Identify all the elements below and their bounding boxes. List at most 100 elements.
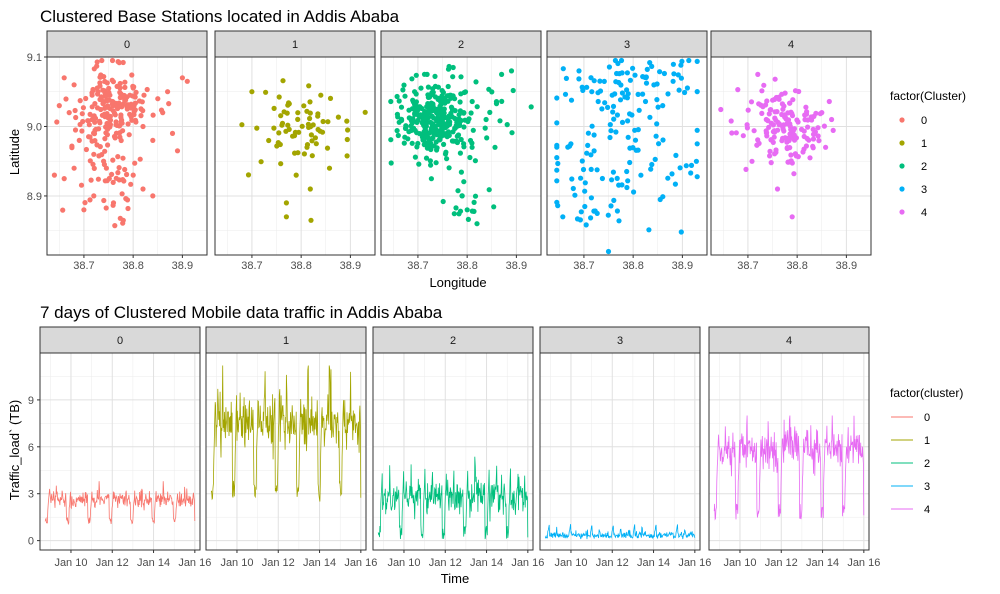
x-tick-label: Jan 14	[470, 557, 503, 569]
data-point	[140, 123, 146, 130]
top-legend-title: factor(Cluster)	[890, 89, 966, 103]
facet-strip-label: 3	[617, 335, 623, 347]
panel-border	[546, 56, 708, 256]
data-point	[452, 108, 458, 114]
x-tick-label: Jan 12	[262, 557, 295, 569]
facet-strip-label: 1	[283, 335, 289, 347]
data-point	[307, 115, 313, 122]
bottom-facet-4: 4 Jan 10 Jan 12 Jan 14 Jan 16	[708, 326, 880, 569]
data-point	[648, 166, 654, 172]
data-point	[774, 109, 780, 115]
data-point	[102, 111, 108, 117]
data-point	[582, 203, 588, 210]
data-point	[499, 98, 505, 104]
data-point	[87, 197, 93, 203]
data-point	[632, 72, 638, 78]
data-point	[326, 165, 333, 171]
data-point	[768, 160, 774, 166]
legend-label: 4	[924, 504, 930, 516]
data-point	[605, 248, 612, 255]
data-point	[401, 140, 407, 146]
data-point	[166, 101, 172, 107]
data-point	[554, 155, 560, 161]
bottom-facet-0: 0 Jan 10 Jan 12 Jan 14 Jan 16 0 3 6 9	[28, 326, 211, 569]
data-point	[79, 111, 85, 117]
data-point	[441, 106, 447, 112]
data-point	[184, 78, 190, 84]
data-point	[767, 148, 773, 154]
data-point	[576, 76, 582, 82]
data-point	[611, 197, 617, 203]
facet-strip-label: 4	[786, 335, 792, 347]
data-point	[788, 152, 794, 158]
data-point	[420, 117, 427, 123]
x-tick-label: 38.8	[456, 260, 477, 272]
bottom-facet-2: 2 Jan 10 Jan 12 Jan 14 Jan 16	[372, 326, 544, 569]
data-point	[144, 86, 150, 93]
data-point	[594, 167, 600, 173]
data-point	[465, 216, 471, 222]
data-point	[402, 134, 408, 140]
data-point	[768, 107, 774, 113]
data-point	[395, 132, 401, 139]
data-point	[71, 165, 77, 171]
data-point	[607, 122, 613, 128]
panel-border	[372, 352, 534, 551]
y-tick-label: 6	[28, 442, 34, 454]
data-point	[105, 103, 111, 109]
data-point	[810, 136, 817, 142]
data-point	[625, 134, 631, 140]
data-point	[433, 160, 439, 166]
bottom-legend-title: factor(cluster)	[890, 386, 963, 400]
data-point	[116, 60, 122, 66]
data-point	[452, 115, 458, 122]
data-point	[445, 83, 451, 90]
data-point	[295, 110, 301, 116]
data-point	[95, 91, 101, 97]
legend-key-point	[899, 117, 905, 123]
data-point	[633, 147, 639, 153]
data-point	[110, 157, 116, 163]
bottom-legend: 0 1 2 3 4	[891, 412, 930, 516]
data-point	[759, 110, 765, 116]
data-point	[510, 87, 516, 94]
data-point	[694, 141, 700, 147]
data-point	[763, 116, 769, 123]
data-point	[115, 154, 121, 160]
data-point	[122, 166, 128, 173]
data-point	[763, 130, 770, 136]
data-point	[683, 163, 689, 169]
data-point	[106, 89, 112, 96]
data-point	[755, 71, 761, 77]
x-tick-label: 38.9	[172, 260, 193, 272]
data-point	[455, 132, 462, 138]
scatter-points	[239, 78, 368, 223]
data-point	[277, 141, 283, 148]
data-point	[588, 152, 594, 158]
data-point	[819, 110, 825, 116]
data-point	[110, 179, 116, 185]
facet-strip	[39, 326, 201, 354]
data-point	[249, 89, 255, 95]
data-point	[412, 101, 418, 108]
top-chart-title: Clustered Base Stations located in Addis…	[40, 7, 400, 26]
data-point	[315, 126, 321, 133]
plot-background	[215, 57, 375, 255]
x-tick-label: 38.7	[241, 260, 262, 272]
data-point	[118, 137, 124, 144]
data-point	[466, 116, 472, 122]
legend-key-point	[899, 163, 905, 169]
data-point	[436, 95, 442, 101]
data-point	[657, 69, 663, 75]
data-point	[120, 59, 126, 66]
data-point	[56, 103, 62, 109]
data-point	[673, 152, 679, 158]
data-point	[751, 128, 757, 134]
data-point	[800, 149, 806, 155]
legend-key-point	[899, 140, 905, 146]
data-point	[106, 85, 112, 91]
data-point	[660, 103, 666, 109]
data-point	[588, 215, 594, 221]
data-point	[744, 122, 750, 128]
data-point	[88, 177, 94, 183]
